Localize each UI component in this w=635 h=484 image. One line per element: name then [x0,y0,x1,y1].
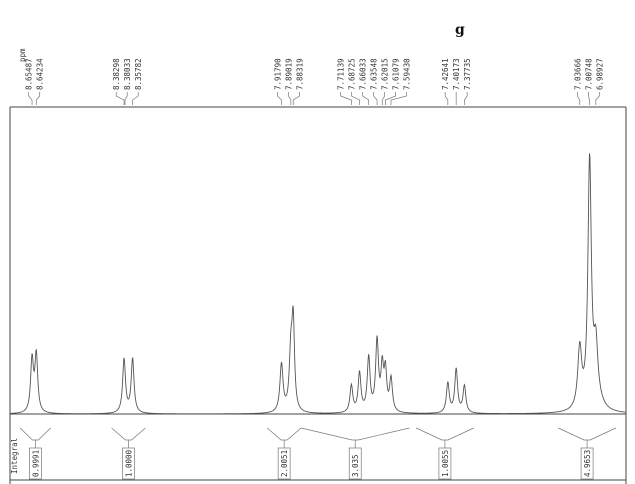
peak-label: 7.00748 [584,58,593,90]
integral-value-box [29,447,42,480]
integral-bracket [267,427,302,448]
integral-value: 0.9991 [31,450,40,477]
integral-value: 3.035 [351,454,360,477]
peak-lead-line [595,92,600,105]
integral-value-box [122,447,135,480]
peak-lead-line [351,92,360,105]
peak-label: 7.59430 [403,58,412,90]
integral-axis-label: Integral [10,438,19,474]
peak-label: 7.89019 [285,58,294,90]
peak-label: 7.88319 [296,58,305,90]
peak-label: 7.03666 [573,58,582,90]
integral-bracket [558,427,616,448]
integral-value-box [580,447,594,480]
integral-value: 4.9653 [583,450,592,477]
integral-bracket [416,427,474,448]
peak-label: 8.38033 [123,58,132,90]
peak-lead-line [381,92,385,105]
peak-lead-line [115,92,125,105]
peak-label: 7.62015 [381,58,390,90]
integral-value-box [277,447,291,480]
peak-lead-line [292,92,300,105]
peak-label: 8.65487 [25,58,34,90]
peak-label: 8.35782 [134,58,143,90]
peak-label: 8.38298 [112,58,121,90]
peak-label: 7.71139 [337,58,346,90]
peak-label: 7.37735 [463,58,472,90]
peak-lead-line [362,92,370,105]
peak-label: 7.91790 [274,58,283,90]
integral-value: 2.0051 [280,450,289,477]
integral-value-box [348,447,362,480]
peak-label: 7.66033 [359,58,368,90]
peak-label: 6.98927 [595,58,604,90]
peak-label: 8.64234 [36,58,45,90]
peak-lead-line [124,92,128,105]
peak-lead-line [132,92,139,105]
peak-label: 7.68725 [348,58,357,90]
integral-regions: 0.9991 1.0000 2.0051 3.035 1.0055 4.9653 [19,427,616,480]
integral-value: 1.0055 [441,450,450,477]
peak-lead-line [340,92,352,105]
peak-lead-line [288,92,292,105]
integral-bracket [300,427,410,448]
integral-value-box [438,447,452,480]
peak-lead-line [444,92,449,105]
peak-lead-line [35,92,41,105]
integral-bracket [19,427,51,448]
peak-label: 7.63548 [370,58,379,90]
peak-lead-line [277,92,282,105]
peak-lead-line [28,92,33,105]
ppm-label: ppm [18,48,27,62]
integral-bracket [111,427,146,448]
peak-label: 7.61079 [392,58,401,90]
integral-value: 1.0000 [124,449,133,477]
peak-lead-line [588,92,590,105]
peak-lead-line [577,92,581,105]
title-fragment: g [455,22,465,38]
peak-label: 7.40173 [452,58,461,90]
peak-lead-line [390,92,407,105]
spectrum-trace [9,153,627,415]
peak-lead-line [385,92,396,105]
peak-label: 7.42641 [441,58,450,90]
peak-lead-line [373,92,378,105]
peak-lead-line [464,92,468,105]
peak-labels: 8.65487 8.64234 8.38298 8.38033 8.35782 7.917… [25,58,604,105]
